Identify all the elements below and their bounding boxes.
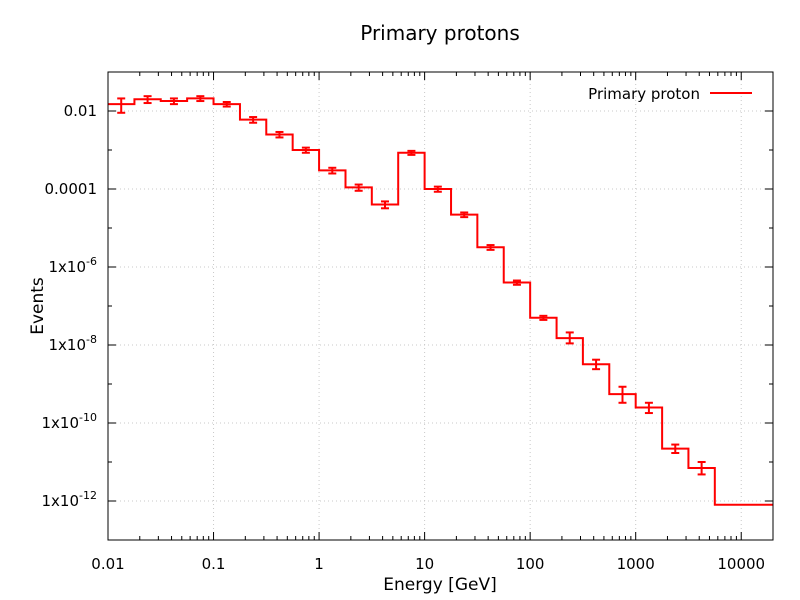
y-tick-label-base: 1x10 <box>49 336 87 354</box>
y-tick-label-base: 1x10 <box>42 414 80 432</box>
error-bar <box>275 130 284 139</box>
major-ticks <box>107 72 773 540</box>
y-tick-label: 0.0001 <box>45 180 98 198</box>
error-bar <box>407 149 416 156</box>
error-bar <box>249 116 258 124</box>
grid <box>108 72 773 540</box>
y-tick-label-exponent: -6 <box>86 255 97 268</box>
x-tick-label: 1000 <box>617 555 655 573</box>
error-bar <box>565 331 574 345</box>
error-bar <box>301 146 310 154</box>
x-tick-labels: 0.01 0.1 1 10 100 1000 10000 <box>91 555 765 573</box>
x-tick-label: 10 <box>415 555 434 573</box>
error-bar <box>381 200 390 210</box>
y-tick-label-exponent: -12 <box>79 489 97 502</box>
y-tick-label: 1x10-10 <box>42 411 97 432</box>
error-bar <box>196 95 205 103</box>
y-tick-label-base: 0.01 <box>64 102 97 120</box>
error-bar <box>143 95 152 105</box>
series-primary-proton <box>108 95 773 506</box>
y-tick-label: 1x10-8 <box>49 333 97 354</box>
error-bar <box>512 279 521 286</box>
legend-label: Primary proton <box>588 85 700 103</box>
error-bar <box>592 358 601 371</box>
error-bar <box>354 183 363 192</box>
error-bar <box>460 211 469 219</box>
y-tick-label: 1x10-6 <box>49 255 97 276</box>
error-bar <box>222 101 231 108</box>
minor-ticks <box>108 72 773 540</box>
chart-title: Primary protons <box>360 21 520 45</box>
x-tick-label: 1 <box>314 555 324 573</box>
x-tick-label: 100 <box>516 555 545 573</box>
y-tick-label: 1x10-12 <box>42 489 97 510</box>
y-tick-label-exponent: -10 <box>79 411 97 424</box>
y-axis-label: Events <box>28 277 48 335</box>
y-tick-label-exponent: -8 <box>86 333 97 346</box>
error-bar <box>539 314 548 321</box>
x-tick-label: 0.01 <box>91 555 124 573</box>
error-bar <box>433 185 442 193</box>
error-bar <box>328 166 337 175</box>
error-bar <box>169 97 178 106</box>
error-bar <box>671 443 680 455</box>
legend: Primary proton <box>588 85 752 103</box>
y-tick-label: 0.01 <box>64 102 97 120</box>
error-bar <box>117 97 126 114</box>
plot-frame <box>107 71 774 541</box>
x-tick-label: 10000 <box>717 555 765 573</box>
error-bar <box>486 244 495 251</box>
error-bar <box>644 401 653 415</box>
x-axis-label: Energy [GeV] <box>383 575 496 595</box>
x-tick-label: 0.1 <box>202 555 226 573</box>
y-tick-label-base: 1x10 <box>49 258 87 276</box>
y-tick-label-base: 0.0001 <box>45 180 98 198</box>
error-bar <box>618 385 627 404</box>
y-tick-label-base: 1x10 <box>42 492 80 510</box>
error-bar <box>697 461 706 476</box>
